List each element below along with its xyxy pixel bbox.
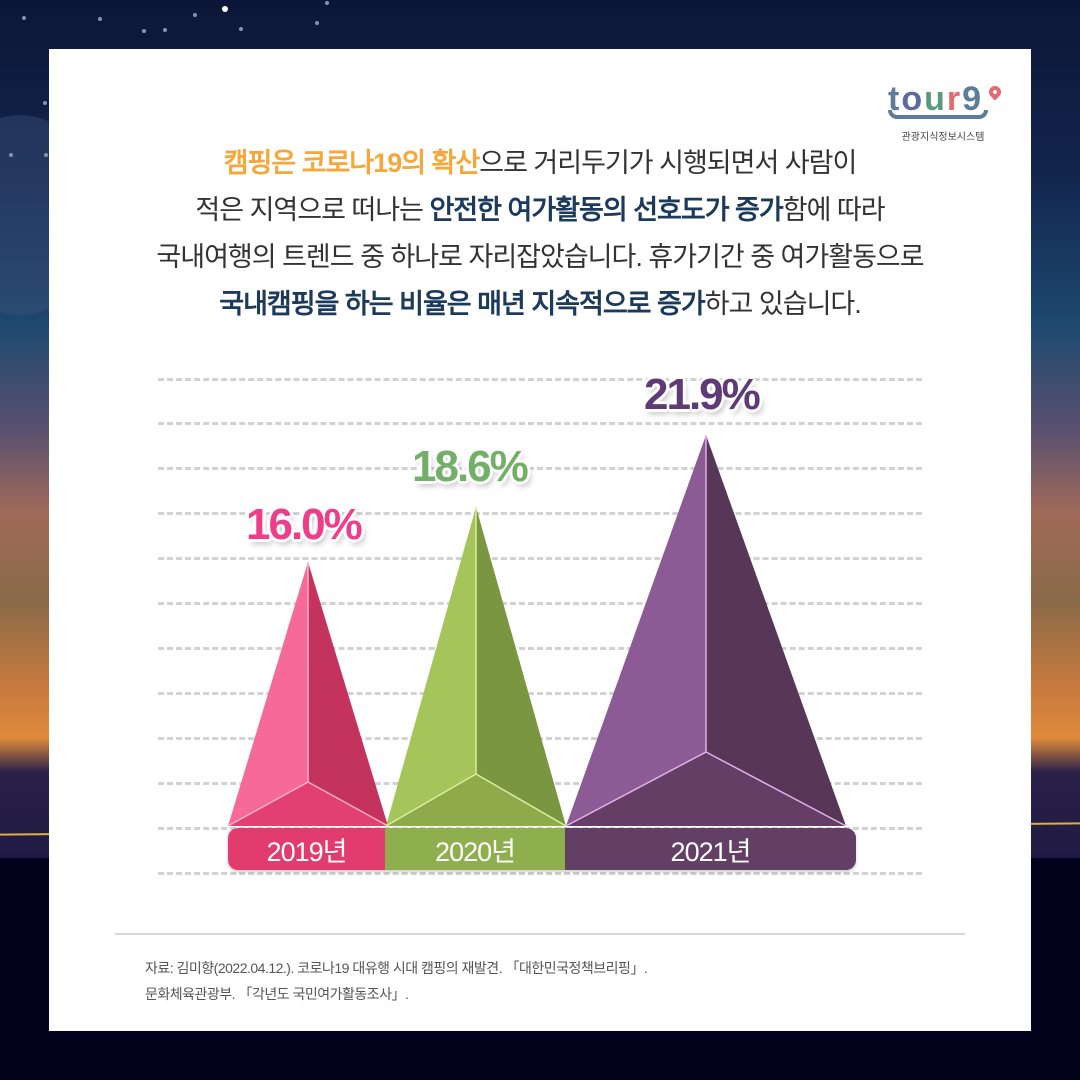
- intro-line-2: 적은 지역으로 떠나는 안전한 여가활동의 선호도가 증가함에 따라: [100, 187, 980, 234]
- year-label-2021: 2021년: [565, 828, 856, 870]
- divider: [115, 933, 965, 935]
- intro-text: 하고 있습니다.: [704, 289, 862, 319]
- star-icon: [325, 1, 329, 5]
- logo-subtitle: 관광지식정보시스템: [901, 132, 985, 143]
- pyramid-bar-2020: [385, 507, 567, 827]
- logo-wordmark: t o u r 9: [888, 76, 1008, 116]
- year-label-2019: 2019년: [228, 828, 385, 870]
- star-icon: [193, 13, 197, 17]
- star-icon: [9, 153, 13, 157]
- logo-letter: o: [901, 80, 923, 118]
- gridline: [158, 602, 922, 605]
- year-label-2020: 2020년: [385, 828, 565, 870]
- star-icon: [98, 17, 102, 21]
- gridline: [158, 512, 922, 515]
- logo-letter: t: [888, 80, 900, 118]
- logo-letter: r: [946, 80, 961, 118]
- tour9-logo: t o u r 9 관광지식정보시스템: [888, 76, 1008, 143]
- star-icon: [163, 28, 167, 32]
- star-icon: [22, 16, 26, 20]
- source-line-2: 문화체육관광부. 「각년도 국민여가활동조사」.: [145, 986, 409, 1002]
- source-citation: 자료: 김미향(2022.04.12.). 코로나19 대유행 시대 캠핑의 재…: [145, 955, 648, 1007]
- intro-highlight: 국내캠핑을 하는 비율은 매년 지속적으로 증가: [219, 289, 705, 319]
- intro-line-4: 국내캠핑을 하는 비율은 매년 지속적으로 증가하고 있습니다.: [100, 281, 980, 328]
- intro-line-1: 캠핑은 코로나19의 확산으로 거리두기가 시행되면서 사람이: [100, 140, 980, 187]
- intro-highlight: 안전한 여가활동의 선호도가 증가: [429, 195, 783, 225]
- intro-text: 으로 거리두기가 시행되면서 사람이: [479, 148, 857, 178]
- gridline: [158, 872, 922, 875]
- intro-text: 적은 지역으로 떠나는: [195, 195, 430, 225]
- gridline: [158, 422, 922, 425]
- intro-text: 국내여행의 트렌드 중 하나로 자리잡았습니다. 휴가기간 중 여가활동으로: [156, 242, 924, 272]
- gridline: [158, 692, 922, 695]
- gridline: [158, 378, 922, 381]
- star-icon: [43, 101, 47, 105]
- star-icon: [222, 6, 228, 12]
- intro-line-3: 국내여행의 트렌드 중 하나로 자리잡았습니다. 휴가기간 중 여가활동으로: [100, 234, 980, 281]
- source-line-1: 자료: 김미향(2022.04.12.). 코로나19 대유행 시대 캠핑의 재…: [145, 960, 648, 976]
- pyramid-bar-2021: [565, 435, 847, 827]
- star-icon: [315, 21, 319, 25]
- value-label-2019: 16.0%: [246, 500, 363, 549]
- star-icon: [44, 153, 48, 157]
- intro-text: 함에 따라: [782, 195, 886, 225]
- logo-underline: [888, 110, 988, 119]
- logo-letter: 9: [962, 80, 982, 118]
- gridline: [158, 557, 922, 560]
- value-label-2021: 21.9%: [644, 370, 761, 419]
- intro-paragraph: 캠핑은 코로나19의 확산으로 거리두기가 시행되면서 사람이 적은 지역으로 …: [100, 140, 980, 328]
- value-label-2020: 18.6%: [412, 442, 529, 491]
- pyramid-chart: 16.0% 18.6% 21.9% 2019년 2020년 2021년: [158, 370, 922, 880]
- star-icon: [239, 27, 243, 31]
- gridline: [158, 647, 922, 650]
- pyramid-bar-2019: [227, 562, 389, 827]
- star-icon: [142, 29, 146, 33]
- location-pin-icon: [986, 83, 1004, 101]
- gridline: [158, 467, 922, 470]
- year-axis-bar: 2019년 2020년 2021년: [228, 828, 856, 870]
- logo-letter: u: [924, 80, 945, 118]
- intro-highlight: 캠핑은 코로나19의 확산: [223, 148, 481, 178]
